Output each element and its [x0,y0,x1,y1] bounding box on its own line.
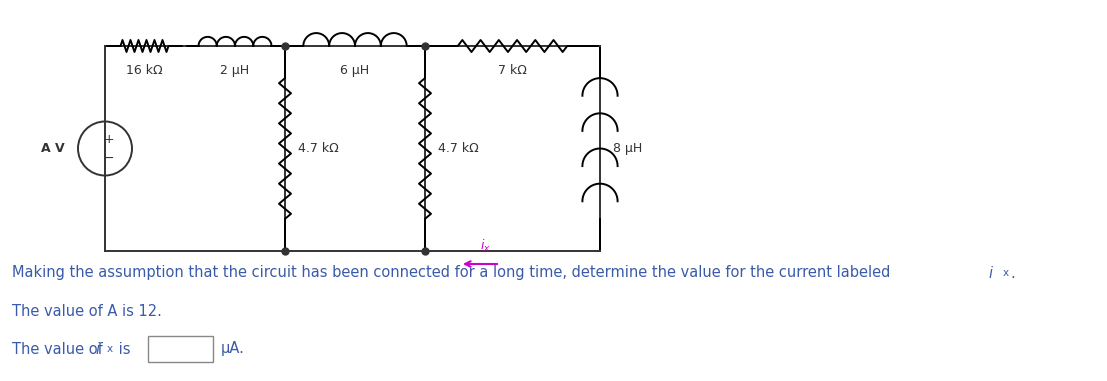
Text: i: i [989,266,992,280]
Text: is: is [114,341,131,357]
Text: A V: A V [41,142,65,155]
Text: 4.7 kΩ: 4.7 kΩ [438,142,478,155]
Text: 16 kΩ: 16 kΩ [126,64,163,77]
Text: 4.7 kΩ: 4.7 kΩ [298,142,339,155]
Text: x: x [107,344,113,354]
Text: i: i [95,341,100,357]
Text: −: − [104,152,114,165]
Text: 7 kΩ: 7 kΩ [498,64,527,77]
FancyBboxPatch shape [148,336,213,362]
Text: x: x [1003,268,1010,278]
Text: 2 μH: 2 μH [220,64,249,77]
Text: The value of: The value of [12,341,107,357]
Text: μA.: μA. [221,341,245,357]
Text: .: . [1010,266,1015,280]
Text: $i_x$: $i_x$ [479,238,490,254]
Text: 6 μH: 6 μH [341,64,370,77]
Text: 8 μH: 8 μH [613,142,642,155]
Text: +: + [104,133,114,146]
Text: The value of A is 12.: The value of A is 12. [12,304,162,319]
Text: Making the assumption that the circuit has been connected for a long time, deter: Making the assumption that the circuit h… [12,266,894,280]
